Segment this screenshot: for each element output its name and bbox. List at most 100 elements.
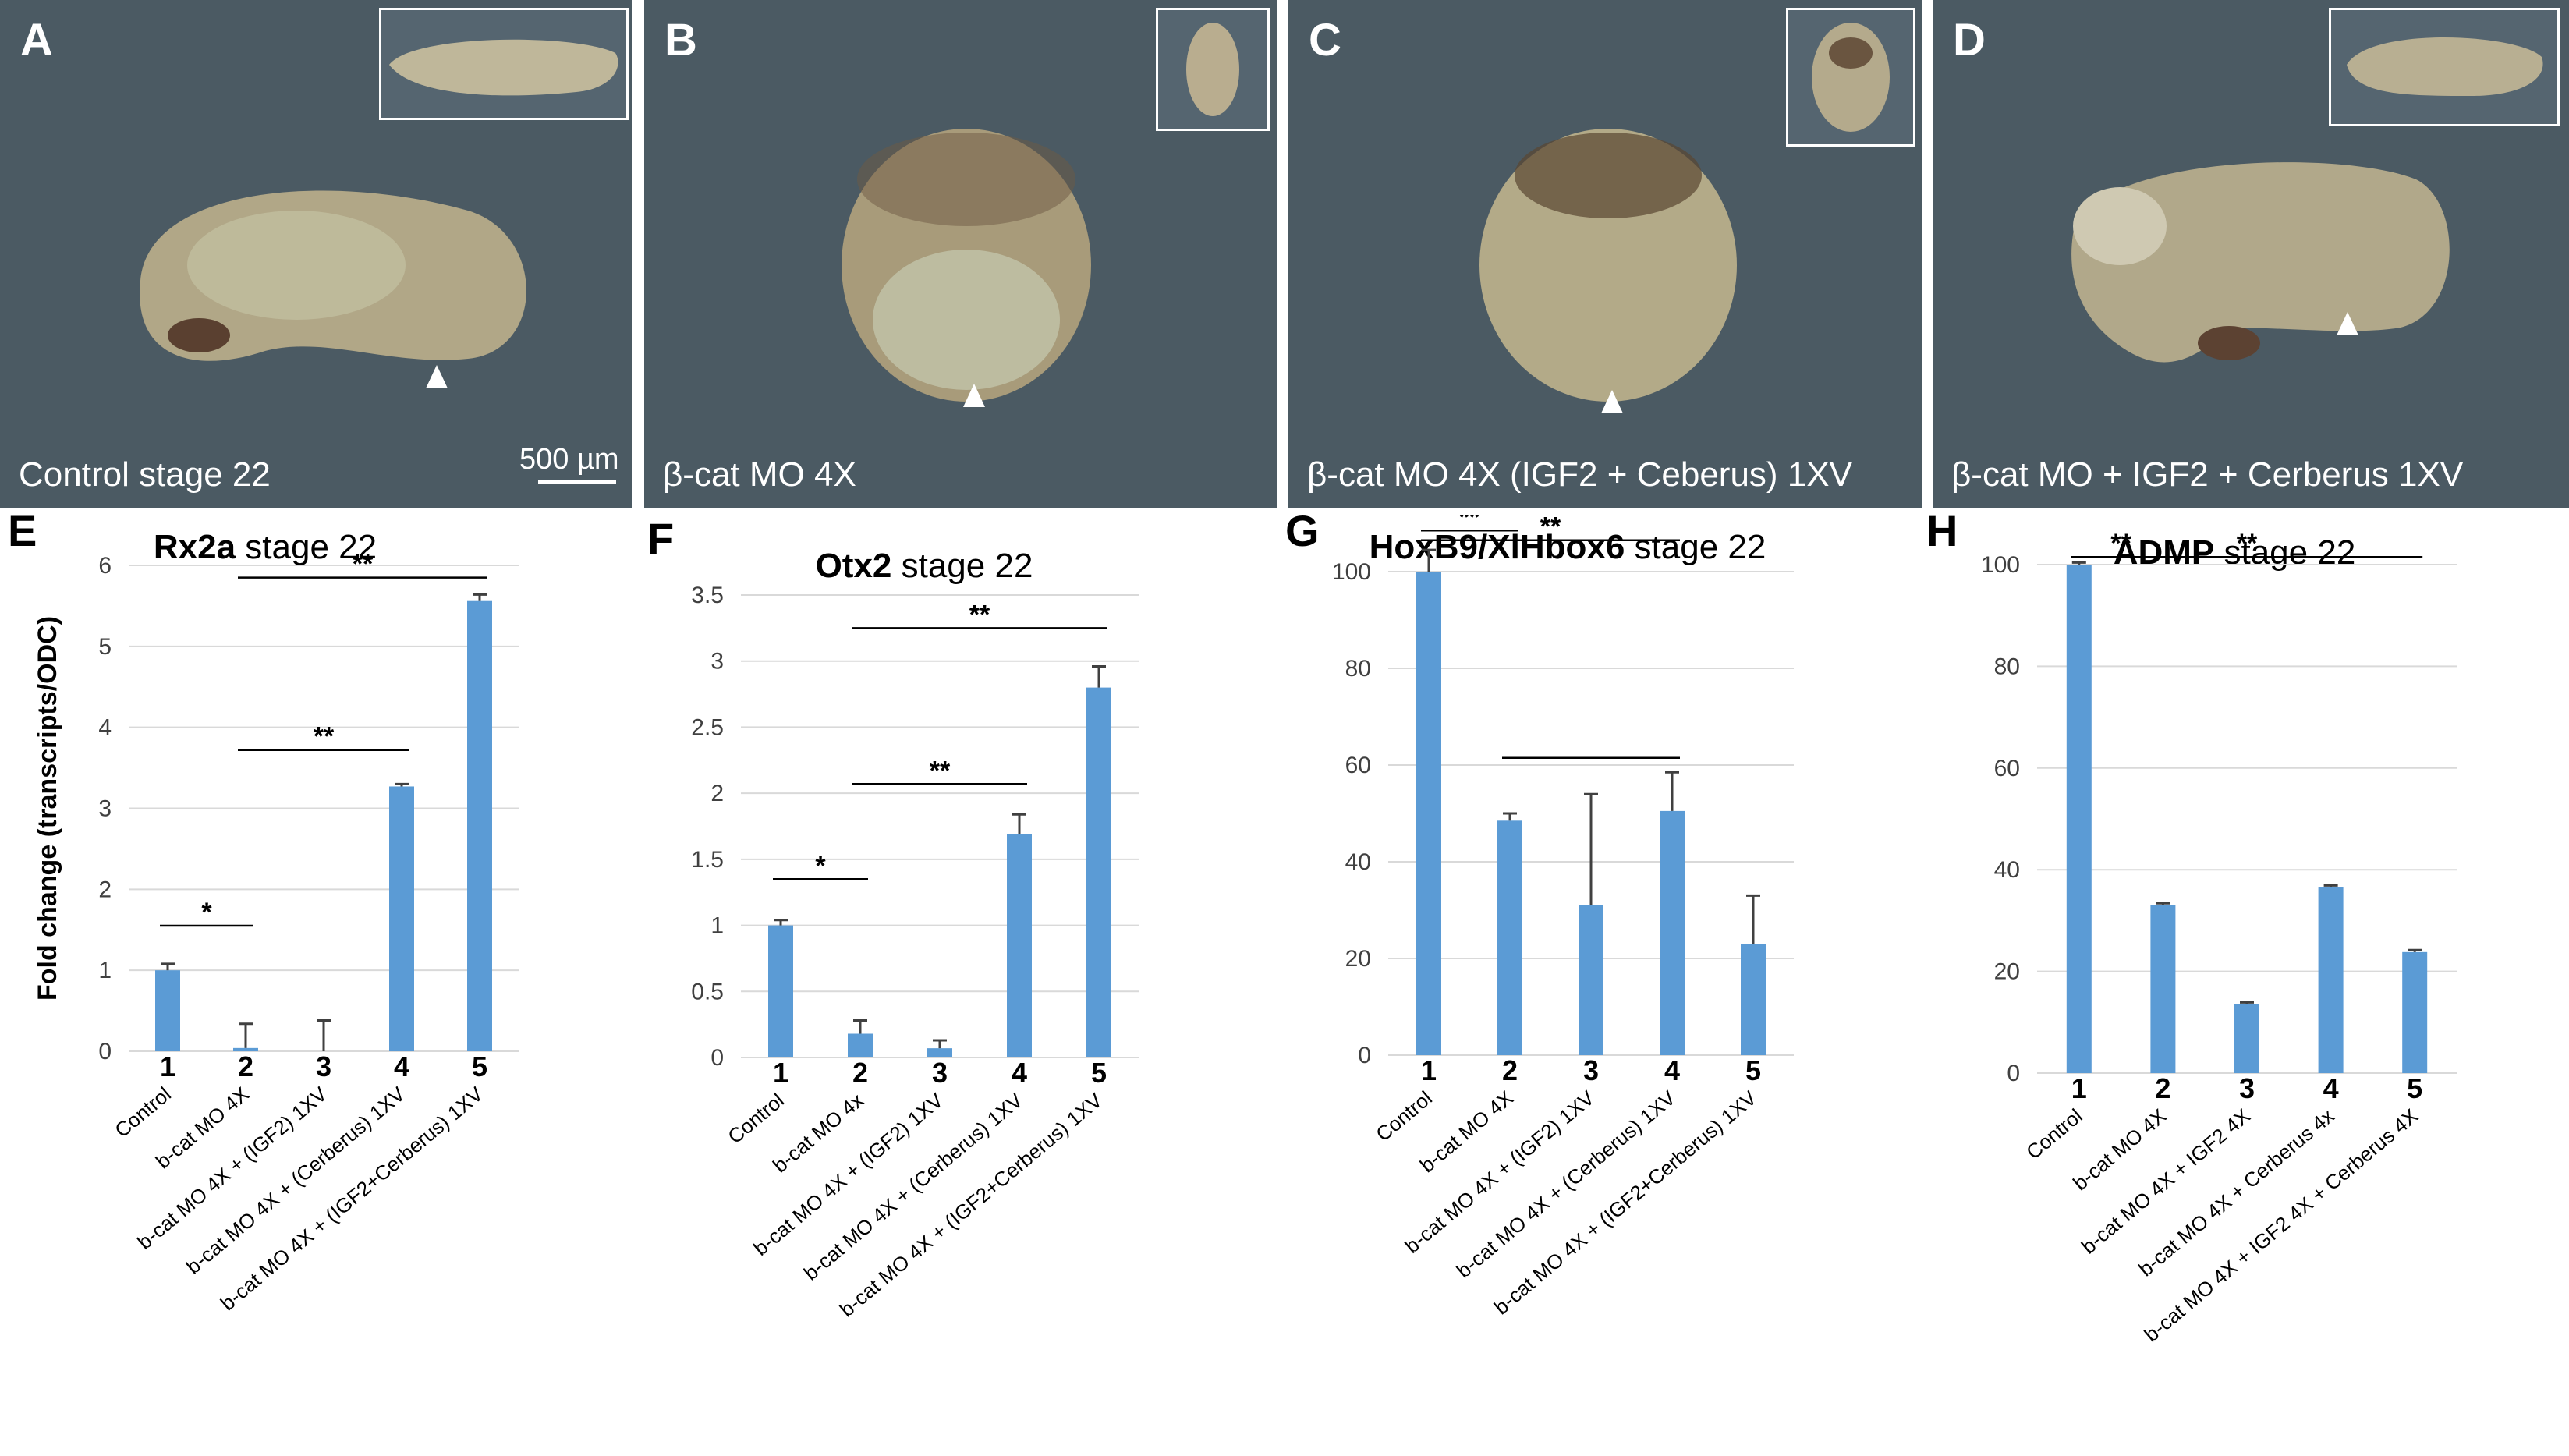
group-number: 1 (1421, 1054, 1437, 1086)
group-number: 2 (238, 1050, 253, 1082)
y-tick-label: 5 (98, 634, 112, 660)
group-number: 2 (2155, 1072, 2170, 1104)
bar (467, 600, 492, 1051)
significance-label: ** (969, 600, 990, 629)
group-number: 5 (1091, 1057, 1107, 1089)
bar (848, 1033, 873, 1057)
panel-letter: E (8, 515, 37, 555)
y-tick-label: 0 (2007, 1061, 2020, 1086)
y-axis-label: Fold change (transcripts/ODC) (33, 616, 62, 1001)
y-tick-label: 0 (710, 1045, 724, 1071)
embryo-image-a (140, 190, 526, 361)
significance-label: ** (2237, 529, 2258, 558)
inset-image-d (2329, 8, 2560, 126)
panel-letter: F (647, 515, 674, 563)
photo-panel-b: B β-cat MO 4X (644, 0, 1277, 508)
panel-letter: B (664, 15, 697, 66)
chart-title-gene: Rx2a (154, 528, 236, 566)
group-number: 1 (773, 1057, 788, 1089)
bar (1660, 810, 1685, 1055)
y-tick-label: 100 (1981, 552, 2020, 578)
y-tick-label: 100 (1332, 559, 1371, 585)
y-tick-label: 1 (98, 958, 112, 983)
chart-title: Rx2a stage 22 (154, 528, 377, 566)
chart-title: ADMP stage 22 (2114, 533, 2356, 572)
chart-title: Otx2 stage 22 (816, 547, 1033, 585)
significance-label: ** (930, 756, 951, 785)
panel-letter: A (20, 15, 53, 66)
photo-caption: Control stage 22 (19, 455, 271, 494)
y-tick-label: 60 (1345, 753, 1371, 778)
category-label: Control (110, 1082, 175, 1142)
embryo-image-b (842, 129, 1091, 402)
chart-title-gene: Otx2 (816, 547, 892, 585)
category-label: Control (723, 1089, 788, 1149)
y-tick-label: 80 (1994, 654, 2020, 679)
group-number: 3 (1583, 1054, 1599, 1086)
y-tick-label: 1 (710, 913, 724, 939)
photo-caption: β-cat MO 4X (663, 455, 856, 494)
bar (2234, 1004, 2259, 1073)
chart-g-hoxb9: G HoxB9/XlHbox6 stage 22 0 20 40 60 80 100 1Cont… (1285, 515, 1794, 1319)
chart-title-stage: stage 22 (891, 547, 1033, 585)
significance-label: * (815, 851, 826, 880)
chart-e-rx2a: E Rx2a stage 22 Fold change (transcripts/O… (8, 515, 519, 1315)
y-tick-label: 0.5 (691, 979, 724, 1004)
y-tick-label: 2.5 (691, 714, 724, 740)
panel-letter: C (1309, 15, 1341, 66)
bar (2150, 905, 2176, 1073)
significance-label: ** (353, 550, 374, 579)
embryo-image-c (1479, 129, 1737, 402)
y-tick-label: 3 (98, 796, 112, 822)
chart-title-gene: HoxB9/XlHbox6 (1370, 528, 1625, 566)
y-tick-label: 3.5 (691, 583, 724, 608)
group-number: 4 (2323, 1072, 2339, 1104)
group-number: 5 (2407, 1072, 2422, 1104)
group-number: 2 (852, 1057, 868, 1089)
y-tick-label: 2 (710, 781, 724, 806)
group-number: 3 (932, 1057, 948, 1089)
y-tick-label: 60 (1994, 756, 2020, 781)
group-number: 4 (394, 1050, 409, 1082)
y-tick-label: 0 (98, 1039, 112, 1065)
group-number: 5 (1745, 1054, 1761, 1086)
significance-label: ** (2110, 529, 2131, 558)
inset-image-a (379, 8, 629, 120)
significance-label: * (201, 898, 212, 927)
photo-caption: β-cat MO 4X (IGF2 + Ceberus) 1XV (1307, 455, 1852, 494)
photo-panel-d: D β-cat MO + IGF2 + Cerberus 1XV (1933, 0, 2569, 508)
group-number: 5 (472, 1050, 487, 1082)
y-tick-label: 40 (1345, 849, 1371, 875)
panel-letter: H (1926, 515, 1958, 555)
chart-title: HoxB9/XlHbox6 stage 22 (1370, 528, 1766, 566)
category-label: Control (2022, 1104, 2086, 1164)
y-tick-label: 6 (98, 553, 112, 579)
chart-title-stage: stage 22 (2214, 533, 2355, 572)
category-label: b-cat MO 4X + IGF2 4X (2077, 1104, 2255, 1259)
y-tick-label: 20 (1994, 959, 2020, 985)
y-tick-label: 3 (710, 649, 724, 675)
chart-title-stage: stage 22 (236, 528, 377, 566)
panel-letter: G (1285, 515, 1320, 555)
bar (1741, 944, 1766, 1055)
group-number: 3 (316, 1050, 331, 1082)
photo-panel-a: A Control stage 22 500 µm (0, 0, 632, 508)
panel-letter: D (1953, 15, 1986, 66)
y-tick-label: 20 (1345, 946, 1371, 972)
y-tick-label: 80 (1345, 656, 1371, 682)
group-number: 1 (2071, 1072, 2087, 1104)
group-number: 2 (1502, 1054, 1518, 1086)
group-number: 4 (1664, 1054, 1680, 1086)
bar (1497, 820, 1522, 1055)
chart-title-stage: stage 22 (1625, 528, 1766, 566)
y-tick-label: 4 (98, 715, 112, 741)
scale-label: 500 µm (519, 443, 619, 476)
bar (233, 1047, 258, 1051)
photo-panel-c: C β-cat MO 4X (IGF2 + Ceberus) 1XV (1288, 0, 1922, 508)
significance-label: ** (314, 722, 335, 752)
bar (1086, 687, 1111, 1057)
inset-image-b (1156, 8, 1270, 131)
bar (155, 970, 180, 1051)
y-tick-label: 0 (1358, 1043, 1371, 1068)
significance-label: ** (1459, 515, 1480, 532)
